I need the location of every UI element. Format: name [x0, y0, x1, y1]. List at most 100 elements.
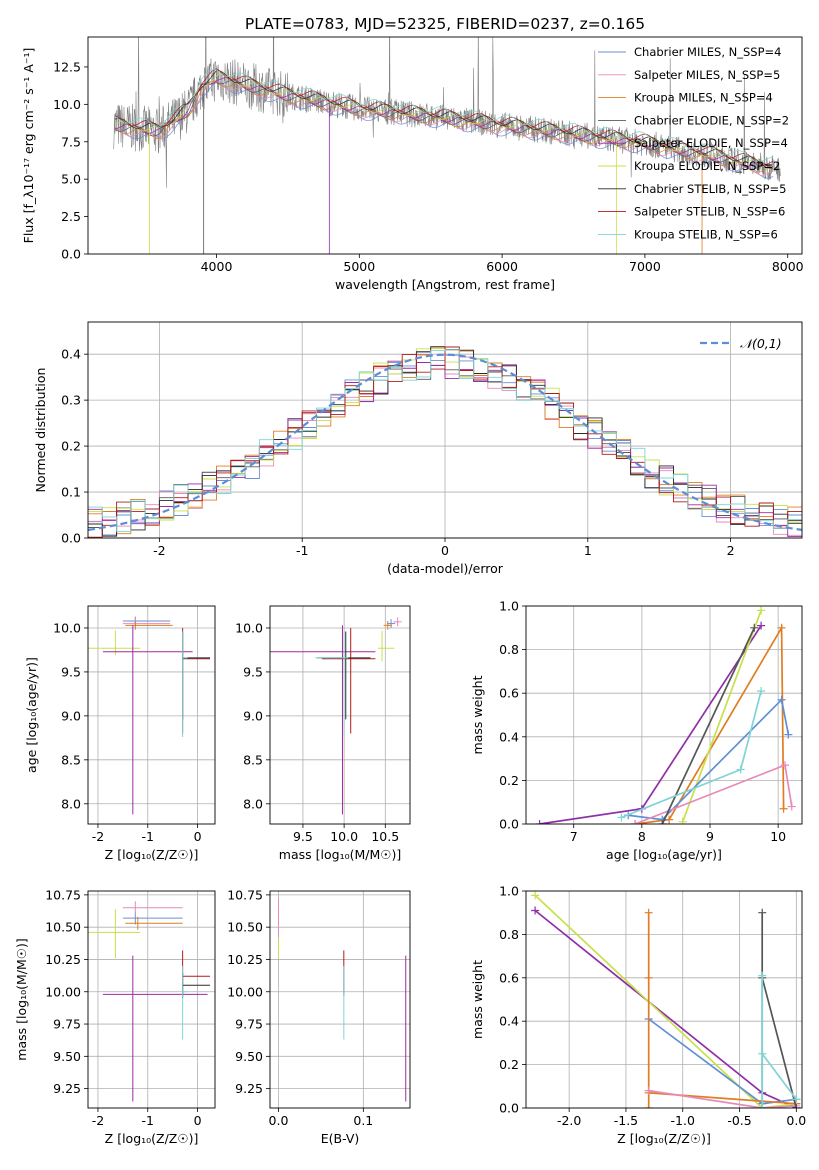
- x-tick-label: 10.5: [371, 829, 399, 844]
- weight-marker: [644, 908, 653, 917]
- y-tick-label: 0.6: [499, 686, 519, 701]
- y-tick-label: 2.5: [61, 209, 81, 224]
- residual-histogram-9: [88, 349, 802, 532]
- x-tick-label: 4000: [201, 259, 233, 274]
- weight-marker: [531, 891, 540, 900]
- x-tick-label: 0.1: [353, 1113, 373, 1128]
- y-tick-label: 10.50: [227, 920, 263, 935]
- y-tick-label: 10.25: [227, 952, 263, 967]
- x-axis-label: (data-model)/error: [387, 561, 504, 576]
- spectrum-panel: 4000 5000 6000 7000 8000 0.0 2.5 5.0 7.5 10.0 12.5…: [21, 36, 804, 292]
- weight-marker: [757, 606, 766, 615]
- weight-marker: [777, 695, 786, 704]
- y-tick-label: 0.4: [61, 347, 81, 362]
- y-tick-label: 9.25: [235, 1081, 263, 1096]
- weight-series-line-2: [634, 624, 785, 824]
- x-tick-label: -2: [92, 1113, 104, 1128]
- y-tick-label: 10.0: [53, 620, 81, 635]
- y-tick-label: 0.2: [499, 773, 519, 788]
- y-tick-label: 7.5: [61, 134, 81, 149]
- model-spectrum-line-1: [114, 80, 774, 179]
- weight-marker: [780, 761, 789, 770]
- legend-entry: Chabrier STELIB, N_SSP=5: [634, 182, 786, 196]
- y-tick-label: 8.5: [243, 752, 263, 767]
- y-axis-label: mass [log₁₀(M/M☉)]: [14, 938, 29, 1060]
- y-tick-label: 10.00: [45, 984, 81, 999]
- weight-marker: [779, 804, 788, 813]
- x-axis-label: Z [log₁₀(Z/Z☉)]: [105, 847, 199, 862]
- plot-area: [270, 617, 402, 815]
- x-tick-label: 10: [770, 829, 786, 844]
- y-tick-label: 10.50: [45, 920, 81, 935]
- x-tick-label: 7000: [629, 259, 661, 274]
- y-tick-label: 0.4: [499, 729, 519, 744]
- plot-area: [88, 346, 802, 538]
- x-tick-label: 0.0: [786, 1113, 806, 1128]
- legend-entry: 𝒩(0,1): [740, 336, 782, 351]
- y-tick-label: 10.75: [227, 887, 263, 902]
- x-axis-label: mass [log₁₀(M/M☉)]: [279, 847, 401, 862]
- model-spectrum-line-5: [115, 76, 774, 172]
- x-tick-label: -2.0: [557, 1113, 581, 1128]
- weight-marker: [758, 1104, 767, 1108]
- mass-vs-extinction-panel: 0.0 0.1 9.25 9.50 9.75 10.00 10.25 10.50 10.75 E(…: [227, 887, 411, 1146]
- residuals-panel: -2 -1 0 1 2 0.0 0.1 0.2 0.3 0.4 (data-model)/error…: [33, 321, 803, 576]
- weight-marker: [617, 813, 626, 822]
- mass-vs-metallicity-panel: -2 -1 0 9.25 9.50 9.75 10.00 10.25 10.50 10.75 Z […: [14, 887, 216, 1146]
- axes-frame: [87, 890, 216, 1109]
- y-axis-label: mass weight: [470, 675, 485, 754]
- x-tick-label: 9: [706, 829, 714, 844]
- y-tick-label: 8.5: [61, 752, 81, 767]
- x-tick-label: 0.0: [269, 1113, 289, 1128]
- x-tick-label: 8000: [772, 259, 804, 274]
- age-vs-mass-panel: 9.5 10.0 10.5 8.0 8.5 9.0 9.5 10.0 mass [log₁₀(M…: [235, 605, 411, 862]
- weight-marker: [757, 687, 766, 696]
- weight-marker: [758, 1049, 767, 1058]
- age-vs-metallicity-panel: -2 -1 0 8.0 8.5 9.0 9.5 10.0 Z [log₁₀(Z/Z☉)] age …: [24, 605, 216, 862]
- weight-vs-metallicity-panel: -2.0 -1.5 -1.0 -0.5 0.0 0.0 0.2 0.4 0.6 0.8 1.0 Z […: [470, 884, 806, 1147]
- y-tick-label: 0.1: [61, 485, 81, 500]
- legend-entry: Kroupa MILES, N_SSP=4: [634, 91, 773, 105]
- x-tick-label: 1: [584, 543, 592, 558]
- weight-marker: [531, 906, 540, 915]
- axes-frame: [87, 36, 803, 255]
- weight-marker: [792, 1095, 801, 1104]
- weight-series-line-2: [534, 894, 797, 1108]
- x-axis-label: E(B-V): [321, 1131, 360, 1146]
- y-tick-label: 9.0: [243, 708, 263, 723]
- weight-marker: [736, 765, 745, 774]
- x-axis-label: age [log₁₀(age/yr)]: [606, 847, 722, 862]
- y-tick-label: 0.6: [499, 970, 519, 985]
- x-tick-label: -1.0: [671, 1113, 695, 1128]
- residual-histogram-5: [88, 360, 802, 538]
- plot-area: [277, 898, 407, 1102]
- x-tick-label: -1.5: [614, 1113, 638, 1128]
- y-tick-label: 0.0: [61, 531, 81, 546]
- x-tick-label: -1: [296, 543, 308, 558]
- y-tick-label: 0.0: [499, 1101, 519, 1116]
- axes-frame: [269, 605, 411, 825]
- model-spectrum-line-7: [114, 70, 774, 169]
- weight-marker: [665, 815, 674, 824]
- x-tick-label: -0.5: [727, 1113, 751, 1128]
- y-tick-label: 10.25: [45, 952, 81, 967]
- y-tick-label: 10.75: [45, 887, 81, 902]
- y-axis-label: age [log₁₀(age/yr)]: [24, 657, 39, 773]
- x-tick-label: 2: [727, 543, 735, 558]
- x-axis-label: wavelength [Angstrom, rest frame]: [335, 277, 555, 292]
- weight-marker: [658, 820, 667, 824]
- weight-marker: [787, 802, 796, 811]
- x-tick-label: 7: [570, 829, 578, 844]
- x-tick-label: -2: [153, 543, 165, 558]
- plot-area: [531, 891, 801, 1108]
- x-axis-label: Z [log₁₀(Z/Z☉)]: [617, 1131, 711, 1146]
- weight-marker: [535, 820, 544, 824]
- y-tick-label: 9.5: [61, 664, 81, 679]
- plot-area: [535, 606, 796, 824]
- y-axis-label: Normed distribution: [33, 368, 48, 493]
- x-tick-label: 0: [194, 1113, 202, 1128]
- legend-entry: Kroupa STELIB, N_SSP=6: [634, 227, 778, 241]
- x-tick-label: -2: [92, 829, 104, 844]
- weight-marker: [792, 1104, 801, 1108]
- y-tick-label: 10.0: [53, 97, 81, 112]
